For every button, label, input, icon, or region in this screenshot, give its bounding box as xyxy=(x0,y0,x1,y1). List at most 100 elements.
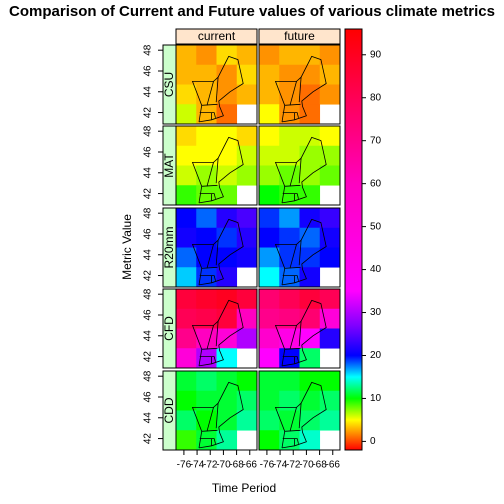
colorbar-tick-label: 40 xyxy=(370,264,382,275)
state-outline xyxy=(191,55,244,123)
colorbar-tick-label: 90 xyxy=(370,49,382,60)
cell xyxy=(176,328,197,349)
x-tick-label: -66 xyxy=(243,460,258,471)
state-border xyxy=(284,347,301,350)
cell xyxy=(236,126,258,147)
cell xyxy=(259,371,280,392)
cell xyxy=(196,390,217,411)
panel xyxy=(176,289,258,369)
cell xyxy=(319,126,341,147)
x-tick-label: -72 xyxy=(203,460,218,471)
cell xyxy=(216,126,238,147)
cell xyxy=(299,126,321,147)
panel xyxy=(259,208,341,288)
cell xyxy=(196,45,217,66)
state-border xyxy=(199,438,216,444)
state-outline xyxy=(191,136,244,204)
state-border xyxy=(282,275,299,281)
cell xyxy=(319,410,341,431)
cell xyxy=(236,165,258,186)
panel xyxy=(176,126,258,206)
panel-border xyxy=(175,370,258,451)
state-border xyxy=(215,158,219,184)
y-tick-label: 46 xyxy=(143,309,154,321)
cell xyxy=(259,390,280,411)
cell xyxy=(176,289,197,310)
state-outline xyxy=(191,218,244,286)
state-border xyxy=(199,275,216,281)
state-border xyxy=(284,103,301,106)
cell xyxy=(196,247,217,268)
y-tick-label: 44 xyxy=(143,86,154,98)
column-label: current xyxy=(198,29,236,43)
cell xyxy=(176,208,197,229)
row-label: CDD xyxy=(162,397,176,423)
cell xyxy=(196,328,217,349)
cell xyxy=(319,247,341,268)
colorbar-tick-label: 0 xyxy=(370,436,376,447)
cell xyxy=(216,104,238,125)
cell xyxy=(176,185,197,206)
cell xyxy=(299,104,321,125)
cell xyxy=(236,410,258,431)
state-border xyxy=(215,403,219,429)
cell xyxy=(259,165,280,186)
state-border xyxy=(298,158,302,184)
state-border xyxy=(206,244,214,269)
x-tick-label: -66 xyxy=(326,460,341,471)
state-border xyxy=(215,240,219,266)
state-border xyxy=(206,81,214,106)
cell xyxy=(259,185,280,206)
cell xyxy=(279,289,300,310)
state-outline xyxy=(191,299,244,367)
state-border xyxy=(199,193,216,199)
panel xyxy=(259,126,341,206)
cell xyxy=(279,84,300,105)
cell xyxy=(196,371,217,392)
cell xyxy=(319,289,341,310)
state-border xyxy=(298,240,302,266)
x-tick-label: -68 xyxy=(229,460,244,471)
state-outline xyxy=(274,55,327,123)
cell xyxy=(236,64,258,85)
cell xyxy=(236,227,258,248)
cell xyxy=(279,390,300,411)
panel xyxy=(259,289,341,369)
cell xyxy=(279,227,300,248)
cell xyxy=(176,308,197,329)
cell xyxy=(319,145,341,166)
state-border xyxy=(201,184,218,187)
cell xyxy=(319,390,341,411)
cell xyxy=(259,348,280,369)
cell xyxy=(319,84,341,105)
cell xyxy=(196,289,217,310)
cell xyxy=(176,410,197,431)
cell xyxy=(259,45,280,66)
state-border xyxy=(206,407,214,432)
cell xyxy=(196,165,217,186)
cell xyxy=(236,289,258,310)
y-tick-label: 44 xyxy=(143,412,154,424)
cell xyxy=(259,328,280,349)
state-border xyxy=(282,438,299,444)
cell xyxy=(236,328,258,349)
state-border xyxy=(215,321,219,347)
column-label: future xyxy=(284,29,315,43)
cell xyxy=(236,208,258,229)
cell xyxy=(319,308,341,329)
panel-border xyxy=(175,125,258,206)
y-tick-label: 44 xyxy=(143,249,154,261)
y-tick-label: 48 xyxy=(143,207,154,219)
cell xyxy=(196,227,217,248)
y-tick-label: 48 xyxy=(143,370,154,382)
colorbar-tick-label: 80 xyxy=(370,92,382,103)
colorbar-tick-label: 10 xyxy=(370,393,382,404)
cell xyxy=(196,145,217,166)
cell xyxy=(259,227,280,248)
cell xyxy=(279,45,300,66)
panel-border xyxy=(258,207,341,288)
state-border xyxy=(215,77,219,103)
cell xyxy=(299,208,321,229)
cell xyxy=(196,84,217,105)
cell xyxy=(259,145,280,166)
